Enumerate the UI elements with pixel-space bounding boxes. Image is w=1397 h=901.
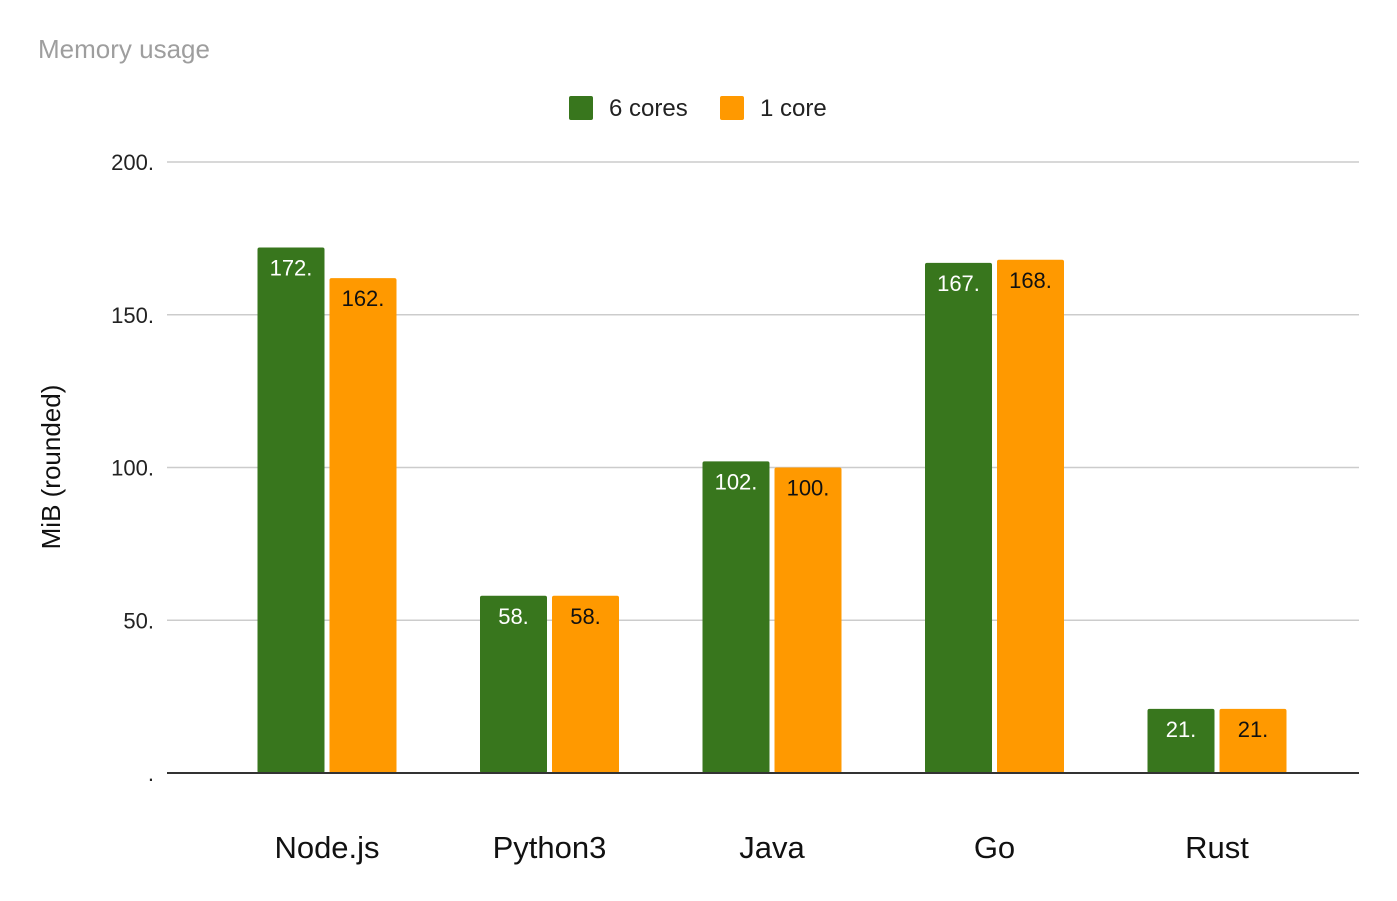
legend: 6 cores 1 core bbox=[569, 95, 827, 122]
bar bbox=[552, 595, 619, 773]
bars bbox=[257, 247, 1287, 774]
legend-label: 1 core bbox=[760, 95, 827, 122]
data-label: 58. bbox=[498, 604, 529, 629]
data-label: 162. bbox=[342, 286, 385, 311]
y-tick-label: . bbox=[148, 761, 154, 786]
category-label: Go bbox=[974, 830, 1015, 865]
y-axis-ticks: . 50. 100. 150. 200. bbox=[111, 150, 154, 786]
data-label: 58. bbox=[570, 604, 601, 629]
y-tick-label: 50. bbox=[123, 608, 154, 633]
bar bbox=[702, 461, 770, 773]
category-label: Node.js bbox=[274, 830, 379, 865]
y-tick-label: 100. bbox=[111, 456, 154, 481]
data-label: 100. bbox=[787, 476, 830, 501]
bar bbox=[997, 259, 1064, 773]
category-label: Python3 bbox=[493, 830, 607, 865]
x-axis-categories: Node.js Python3 Java Go Rust bbox=[274, 830, 1249, 865]
category-label: Rust bbox=[1185, 830, 1249, 865]
legend-swatch bbox=[720, 96, 744, 120]
bar bbox=[774, 467, 842, 773]
legend-label: 6 cores bbox=[609, 95, 688, 122]
data-label: 167. bbox=[937, 271, 980, 296]
bar bbox=[480, 595, 547, 773]
data-label: 172. bbox=[270, 256, 313, 281]
y-tick-label: 200. bbox=[111, 150, 154, 175]
legend-swatch bbox=[569, 96, 593, 120]
y-tick-label: 150. bbox=[111, 303, 154, 328]
y-axis-title: MiB (rounded) bbox=[36, 385, 66, 550]
category-label: Java bbox=[739, 830, 805, 865]
data-label: 21. bbox=[1166, 717, 1197, 742]
bar bbox=[1147, 708, 1215, 773]
bar bbox=[257, 247, 325, 774]
bar bbox=[925, 262, 992, 773]
bar bbox=[329, 278, 397, 773]
bar bbox=[1219, 708, 1287, 773]
data-labels: 172. 162. 58. 58. 102. 100. 167. 168. 21. 21. bbox=[270, 256, 1269, 742]
data-label: 102. bbox=[715, 469, 758, 494]
data-label: 168. bbox=[1009, 268, 1052, 293]
data-label: 21. bbox=[1238, 717, 1269, 742]
chart-title: Memory usage bbox=[38, 34, 210, 64]
